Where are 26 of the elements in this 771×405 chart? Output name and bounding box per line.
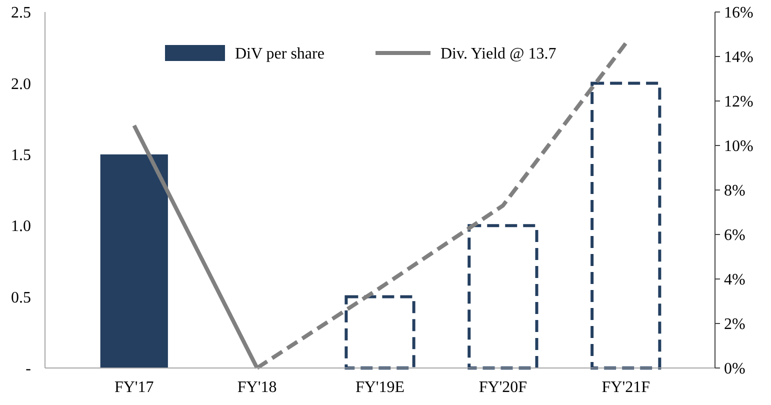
y2-tick-label: 16%: [724, 4, 754, 22]
y-tick-label: 2.5: [11, 4, 31, 22]
x-tick-label: FY'20F: [478, 379, 528, 396]
legend-label: Div. Yield @ 13.7: [440, 46, 556, 63]
x-tick-label: FY'21F: [602, 379, 650, 396]
y2-tick-label: 14%: [724, 49, 754, 66]
legend-label: DiV per share: [235, 46, 324, 63]
x-tick-label: FY'18: [237, 379, 277, 396]
x-tick-label: FY'17: [114, 379, 154, 396]
y2-tick-label: 8%: [724, 182, 746, 200]
bar: [344, 295, 416, 370]
y2-tick-label: 2%: [724, 316, 746, 334]
y-tick-label: 1.0: [11, 218, 31, 236]
y-tick-label: 1.5: [11, 147, 31, 164]
y2-tick-label: 6%: [724, 227, 746, 244]
x-tick-label: FY'19E: [355, 379, 405, 396]
y-tick-label: 2.0: [11, 76, 31, 93]
bar: [590, 82, 662, 370]
bar: [468, 224, 538, 370]
y-tick-label: -: [26, 360, 31, 378]
y2-tick-label: 10%: [724, 138, 754, 156]
y2-tick-label: 4%: [724, 272, 746, 289]
bar: [100, 154, 168, 368]
y2-tick-label: 12%: [724, 94, 754, 111]
y2-tick-label: 0%: [724, 360, 746, 378]
y-tick-label: 0.5: [11, 289, 31, 306]
